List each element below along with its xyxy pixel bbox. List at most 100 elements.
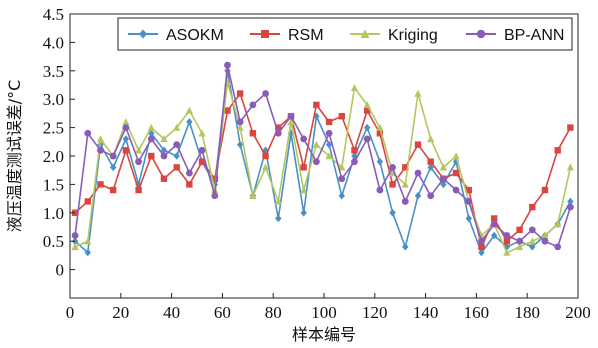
x-tick-label: 140 <box>413 303 439 322</box>
data-point <box>160 135 168 143</box>
data-point <box>160 152 168 160</box>
data-point <box>173 141 181 149</box>
data-point <box>503 248 511 256</box>
data-point <box>414 141 422 148</box>
data-point <box>97 181 104 188</box>
data-point <box>452 169 460 177</box>
data-point <box>148 129 155 138</box>
data-point <box>529 203 536 211</box>
data-point <box>275 124 282 131</box>
x-tick-label: 160 <box>464 303 490 322</box>
data-point <box>135 186 142 194</box>
data-point <box>325 140 333 149</box>
data-point <box>388 169 397 177</box>
data-point <box>528 226 536 234</box>
data-point <box>173 152 180 160</box>
data-point <box>261 30 269 38</box>
data-point <box>160 146 168 155</box>
data-point <box>490 231 498 240</box>
data-point <box>185 106 193 114</box>
data-point <box>262 152 269 160</box>
data-point <box>211 192 219 200</box>
data-point <box>84 129 92 137</box>
data-point <box>122 118 130 126</box>
legend-entry: BP-ANN <box>466 27 564 44</box>
data-point <box>148 152 155 160</box>
y-tick-label: 1.0 <box>43 204 64 223</box>
data-point <box>185 169 193 177</box>
data-point <box>325 129 333 137</box>
data-point <box>427 158 434 165</box>
data-point <box>198 158 206 165</box>
data-point <box>287 112 295 120</box>
data-point <box>312 140 320 148</box>
x-axis-title: 样本编号 <box>292 325 356 344</box>
data-point <box>554 243 562 251</box>
x-tick-label: 40 <box>163 303 180 322</box>
data-point <box>338 191 345 200</box>
y-tick-label: 3.0 <box>43 90 64 109</box>
data-point <box>541 231 549 239</box>
data-point <box>566 163 574 171</box>
series-layer <box>71 61 574 257</box>
data-point <box>274 197 282 205</box>
data-point <box>275 214 282 223</box>
data-point <box>478 237 485 245</box>
data-point <box>300 209 307 217</box>
data-point <box>261 163 270 171</box>
data-point <box>147 123 155 131</box>
legend-entry: ASOKM <box>128 27 224 44</box>
data-point <box>452 186 460 194</box>
data-point <box>224 61 231 69</box>
data-point <box>186 118 193 126</box>
data-point <box>452 152 460 160</box>
data-point <box>350 84 359 92</box>
data-point <box>274 129 282 137</box>
data-point <box>236 90 244 97</box>
data-point <box>376 123 384 131</box>
legend-box <box>117 17 573 51</box>
data-point <box>541 186 549 194</box>
x-axis-ticks: 0 20 40 60 80 100 120 140 160 180 200 <box>66 293 591 322</box>
data-point <box>71 232 79 239</box>
x-tick-label: 60 <box>214 303 231 322</box>
data-point <box>71 243 79 251</box>
legend-entry: Kriging <box>350 27 438 44</box>
y-axis-ticks: 0 0.5 1.0 1.5 2.0 2.5 3.0 3.5 4.0 4.5 <box>43 5 75 280</box>
data-point <box>249 101 257 109</box>
data-point <box>389 163 396 171</box>
data-point <box>211 175 218 182</box>
data-point <box>312 158 320 166</box>
legend: ASOKM RSM Kriging BP-ANN <box>117 17 573 51</box>
y-axis-title: 液压温度测试误差/°C <box>5 80 24 233</box>
y-tick-label: 0.5 <box>43 232 64 251</box>
data-point <box>503 232 511 239</box>
data-point <box>160 175 168 182</box>
data-point <box>414 89 422 97</box>
series-kriging <box>71 78 574 256</box>
data-point <box>376 157 384 166</box>
data-point <box>338 175 346 183</box>
data-point <box>439 163 447 171</box>
data-point <box>554 147 561 154</box>
data-point <box>427 192 435 200</box>
x-tick-label: 20 <box>112 303 129 322</box>
data-point <box>351 147 358 154</box>
data-point <box>566 203 574 211</box>
legend-label: RSM <box>288 27 324 44</box>
y-tick-label: 3.5 <box>43 62 64 81</box>
data-point <box>351 158 358 166</box>
data-point <box>567 124 574 131</box>
data-point <box>134 146 143 154</box>
data-point <box>300 164 307 171</box>
data-point <box>402 164 409 171</box>
data-point <box>363 135 371 143</box>
data-point <box>478 248 485 257</box>
data-point <box>528 237 536 245</box>
data-point <box>249 191 257 199</box>
y-tick-label: 2.0 <box>43 147 64 166</box>
data-point <box>439 175 447 183</box>
data-point <box>139 29 147 39</box>
series-rsm <box>71 90 574 251</box>
